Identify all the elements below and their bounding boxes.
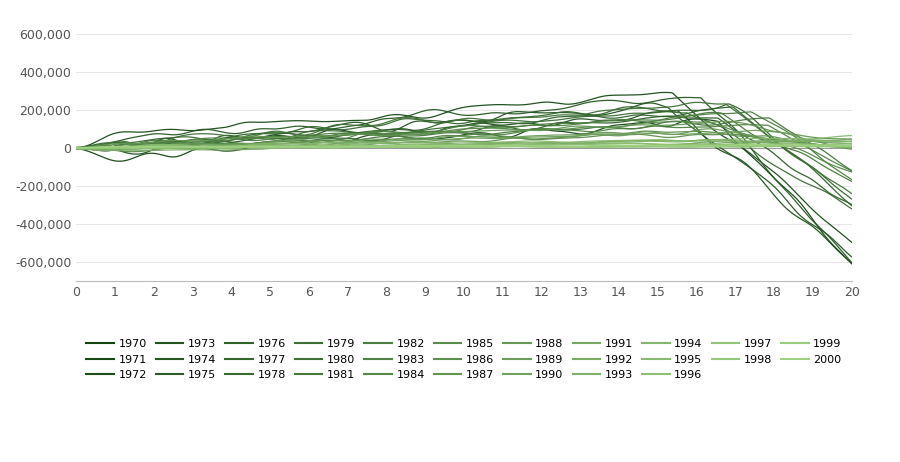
Legend: 1970, 1971, 1972, 1973, 1974, 1975, 1976, 1977, 1978, 1979, 1980, 1981, 1982, 19: 1970, 1971, 1972, 1973, 1974, 1975, 1976… xyxy=(82,334,846,385)
